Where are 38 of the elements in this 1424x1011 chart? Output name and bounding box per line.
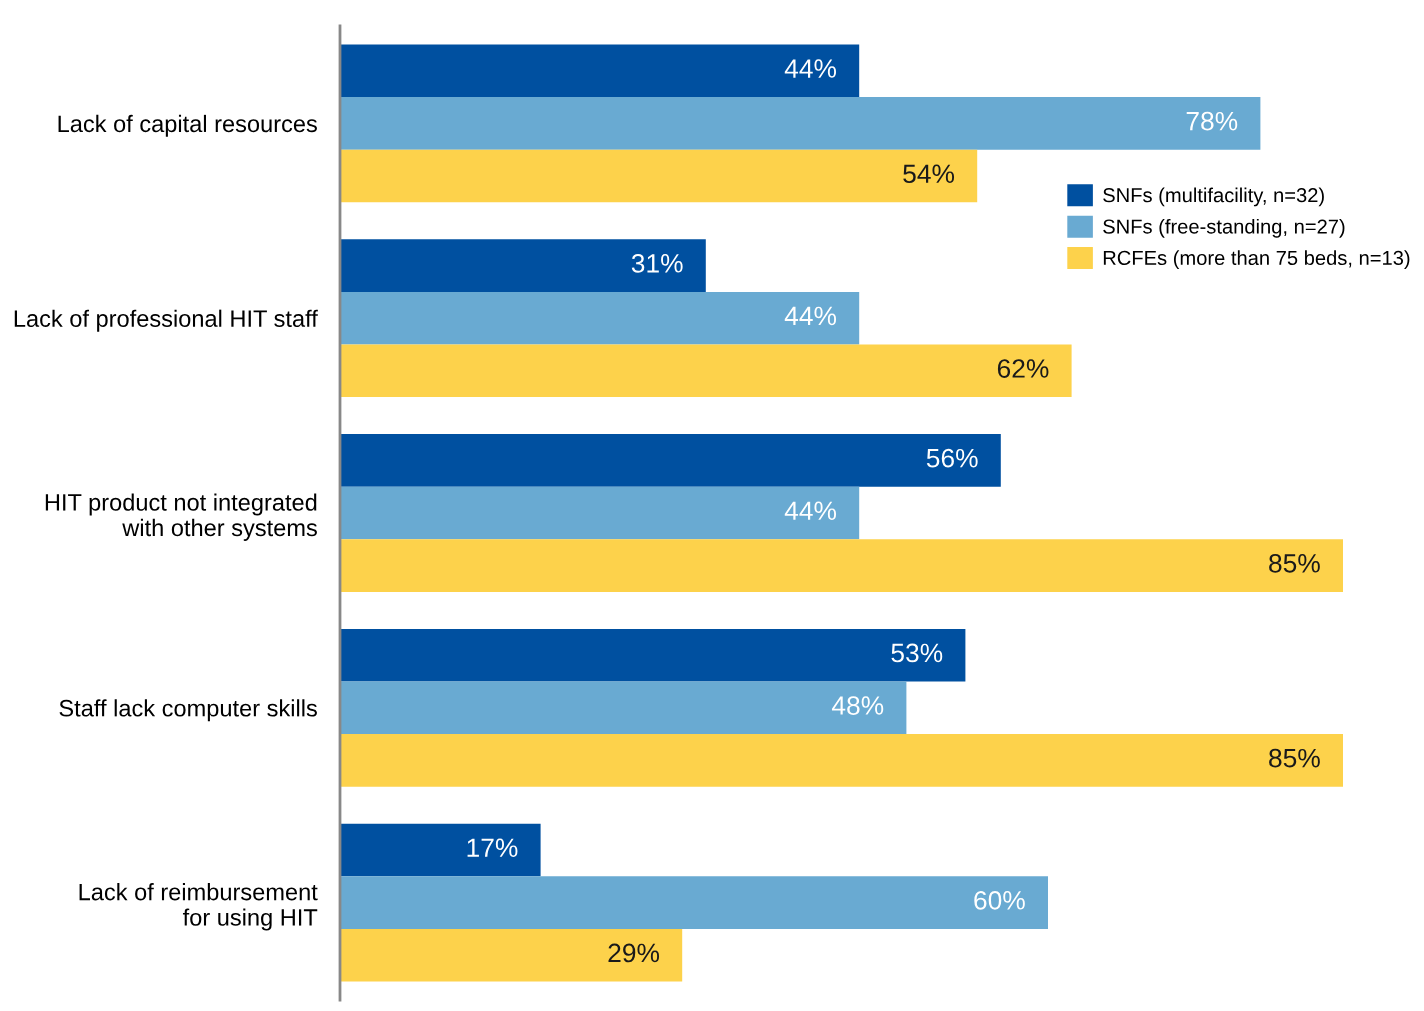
data-label: 29% bbox=[608, 943, 660, 963]
legend-label: RCFEs (more than 75 beds, n=13) bbox=[1103, 250, 1410, 270]
bar bbox=[340, 291, 860, 345]
bar bbox=[340, 486, 860, 540]
y-tick-label: Lack of capital resources bbox=[58, 114, 317, 137]
data-label: 31% bbox=[631, 254, 683, 273]
bar bbox=[340, 44, 860, 98]
bar bbox=[340, 681, 907, 735]
bar bbox=[340, 344, 1072, 398]
bar bbox=[340, 434, 1001, 487]
legend-label: SNFs (free-standing, n=27) bbox=[1103, 218, 1345, 238]
data-label: 85% bbox=[1269, 748, 1320, 768]
bar bbox=[340, 628, 966, 682]
bar bbox=[340, 928, 683, 982]
data-label: 44% bbox=[784, 59, 837, 78]
y-tick-label: HIT product not integrated with other systems bbox=[45, 493, 317, 541]
y-tick-label: Lack of professional HIT staff bbox=[14, 309, 318, 332]
data-label: 60% bbox=[974, 891, 1025, 910]
bar bbox=[340, 149, 978, 203]
data-label: 62% bbox=[997, 359, 1049, 378]
bar bbox=[340, 239, 706, 292]
y-tick-label: Lack of reimbursement for using HIT bbox=[79, 883, 318, 931]
data-label: 53% bbox=[891, 643, 943, 663]
data-label: 54% bbox=[903, 164, 955, 184]
data-label: 48% bbox=[831, 696, 884, 715]
bar bbox=[340, 97, 1261, 150]
bar bbox=[340, 823, 541, 877]
data-label: 44% bbox=[784, 306, 837, 326]
data-label: 17% bbox=[467, 838, 518, 857]
y-tick-label: Staff lack computer skills bbox=[59, 699, 317, 722]
data-label: 56% bbox=[926, 448, 978, 468]
data-label: 85% bbox=[1269, 553, 1320, 573]
bar bbox=[340, 876, 1048, 929]
bar bbox=[340, 539, 1343, 592]
data-label: 44% bbox=[784, 501, 837, 520]
legend-label: SNFs (multifacility, n=32) bbox=[1103, 187, 1324, 207]
bar bbox=[340, 734, 1343, 787]
data-label: 78% bbox=[1186, 111, 1238, 131]
